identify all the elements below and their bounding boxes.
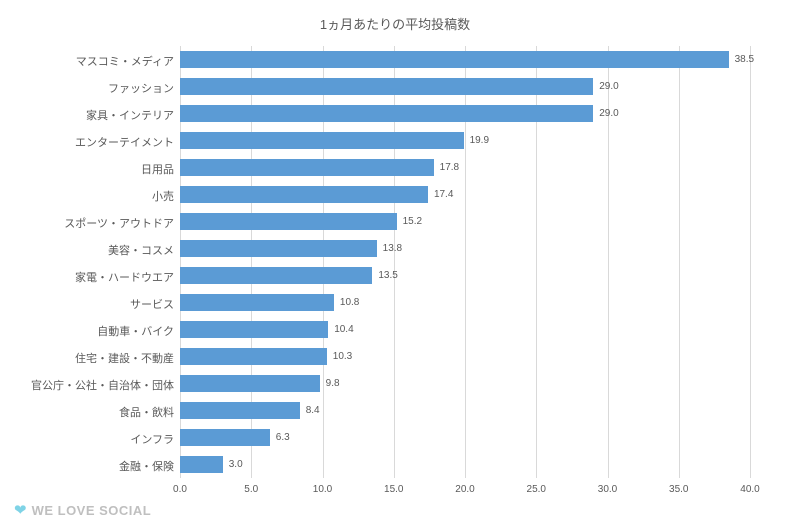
bar [180, 348, 327, 365]
bar-value-label: 10.8 [340, 297, 359, 308]
category-label: 食品・飲料 [4, 404, 174, 420]
bar-row: 10.8 [180, 294, 359, 311]
heart-icon: ❤ [14, 503, 27, 518]
bar [180, 213, 397, 230]
x-tick-label: 10.0 [313, 484, 332, 495]
bar-row: 13.8 [180, 240, 402, 257]
x-tick-label: 0.0 [173, 484, 187, 495]
bar-row: 8.4 [180, 402, 320, 419]
category-label: 小売 [4, 188, 174, 204]
bar-value-label: 9.8 [326, 378, 340, 389]
bar-value-label: 15.2 [403, 216, 422, 227]
x-tick-label: 35.0 [669, 484, 688, 495]
category-label: 美容・コスメ [4, 242, 174, 258]
bar [180, 159, 434, 176]
x-tick-label: 30.0 [598, 484, 617, 495]
bar-value-label: 17.4 [434, 189, 453, 200]
category-label: 金融・保険 [4, 458, 174, 474]
bar-row: 17.4 [180, 186, 453, 203]
bar-value-label: 6.3 [276, 432, 290, 443]
gridline [679, 46, 680, 478]
x-tick-label: 5.0 [244, 484, 258, 495]
bar-row: 17.8 [180, 159, 459, 176]
bar-value-label: 10.3 [333, 351, 352, 362]
category-label: 自動車・バイク [4, 323, 174, 339]
gridline [750, 46, 751, 478]
bar-value-label: 10.4 [334, 324, 353, 335]
bar-row: 19.9 [180, 132, 489, 149]
bar [180, 375, 320, 392]
bar-value-label: 13.5 [378, 270, 397, 281]
category-label: 官公庁・公社・自治体・団体 [4, 377, 174, 393]
category-label: エンターテイメント [4, 134, 174, 150]
bar-row: 9.8 [180, 375, 340, 392]
category-label: スポーツ・アウトドア [4, 215, 174, 231]
category-label: マスコミ・メディア [4, 53, 174, 69]
bar-value-label: 29.0 [599, 81, 618, 92]
bar-row: 3.0 [180, 456, 243, 473]
bar [180, 321, 328, 338]
category-label: 住宅・建設・不動産 [4, 350, 174, 366]
bar-row: 29.0 [180, 78, 619, 95]
bar [180, 294, 334, 311]
x-tick-label: 20.0 [455, 484, 474, 495]
chart-title: 1ヵ月あたりの平均投稿数 [0, 0, 790, 37]
bar [180, 132, 464, 149]
bar-value-label: 38.5 [735, 54, 754, 65]
bar-value-label: 3.0 [229, 459, 243, 470]
bar [180, 429, 270, 446]
bar-value-label: 8.4 [306, 405, 320, 416]
bar-value-label: 17.8 [440, 162, 459, 173]
bar [180, 186, 428, 203]
bar-row: 38.5 [180, 51, 754, 68]
bar [180, 402, 300, 419]
bar-value-label: 13.8 [383, 243, 402, 254]
bar-row: 10.4 [180, 321, 354, 338]
category-label: 日用品 [4, 161, 174, 177]
category-label: インフラ [4, 431, 174, 447]
bar [180, 105, 593, 122]
x-tick-label: 40.0 [740, 484, 759, 495]
x-tick-label: 15.0 [384, 484, 403, 495]
bar-row: 6.3 [180, 429, 290, 446]
category-label: ファッション [4, 80, 174, 96]
bar [180, 456, 223, 473]
chart-plot-area: 38.529.029.019.917.817.415.213.813.510.8… [180, 46, 750, 478]
category-label: 家電・ハードウエア [4, 269, 174, 285]
category-label: サービス [4, 296, 174, 312]
bar-row: 10.3 [180, 348, 352, 365]
logo: ❤ WE LOVE SOCIAL [14, 503, 151, 518]
bar-row: 13.5 [180, 267, 398, 284]
bar-value-label: 19.9 [470, 135, 489, 146]
x-tick-label: 25.0 [527, 484, 546, 495]
bar-row: 29.0 [180, 105, 619, 122]
bar-value-label: 29.0 [599, 108, 618, 119]
bar [180, 267, 372, 284]
bar [180, 51, 729, 68]
bar-row: 15.2 [180, 213, 422, 230]
logo-text: WE LOVE SOCIAL [32, 503, 152, 518]
category-label: 家具・インテリア [4, 107, 174, 123]
bar [180, 240, 377, 257]
bar [180, 78, 593, 95]
